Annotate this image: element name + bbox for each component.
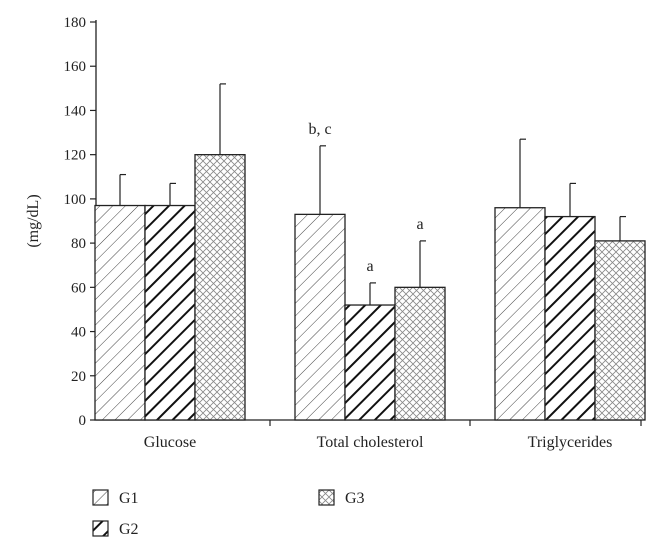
y-tick-label: 160 <box>64 59 87 75</box>
y-axis-title: (mg/dL) <box>25 194 42 247</box>
y-tick-label: 100 <box>64 192 87 208</box>
legend-swatch-g1 <box>92 489 109 506</box>
bar-g2-glucose <box>144 204 196 421</box>
x-tick-label: Glucose <box>144 434 196 451</box>
y-tick-label: 180 <box>64 15 87 31</box>
legend-swatch-g3 <box>318 489 335 506</box>
y-tick-label: 140 <box>64 103 87 119</box>
legend-label-g3: G3 <box>345 490 365 507</box>
legend-swatch-g2 <box>92 520 109 537</box>
labels: 0 20 40 60 80 100 120 140 160 180 (mg/dL) Glucose To… <box>25 15 612 451</box>
x-tick-label: Triglycerides <box>528 434 613 451</box>
y-tick-label: 20 <box>71 369 86 385</box>
legend-label-g1: G1 <box>119 490 139 507</box>
bar-g1-triglycerides <box>494 207 546 421</box>
legend-label-g2: G2 <box>119 521 139 538</box>
y-tick-label: 60 <box>71 280 86 296</box>
bar-g1-total-cholesterol <box>294 213 346 421</box>
bar-g2-total-cholesterol <box>344 304 396 421</box>
y-tick-label: 80 <box>71 236 86 252</box>
x-tick-label: Total cholesterol <box>317 434 424 451</box>
y-tick-label: 120 <box>64 148 87 164</box>
significance-label: a <box>416 216 423 233</box>
bar-g3-glucose <box>194 154 246 421</box>
y-tick-label: 40 <box>71 325 86 341</box>
significance-label: b, c <box>308 121 331 138</box>
bar-g2-triglycerides <box>544 215 596 421</box>
bar-g3-triglycerides <box>594 240 646 421</box>
legend: G1 G2 G3 <box>92 489 365 538</box>
y-tick-label: 0 <box>79 413 87 429</box>
bar-g3-total-cholesterol <box>394 286 446 421</box>
significance-label: a <box>366 258 373 275</box>
bar-g1-glucose <box>94 204 146 421</box>
bars <box>94 83 646 421</box>
